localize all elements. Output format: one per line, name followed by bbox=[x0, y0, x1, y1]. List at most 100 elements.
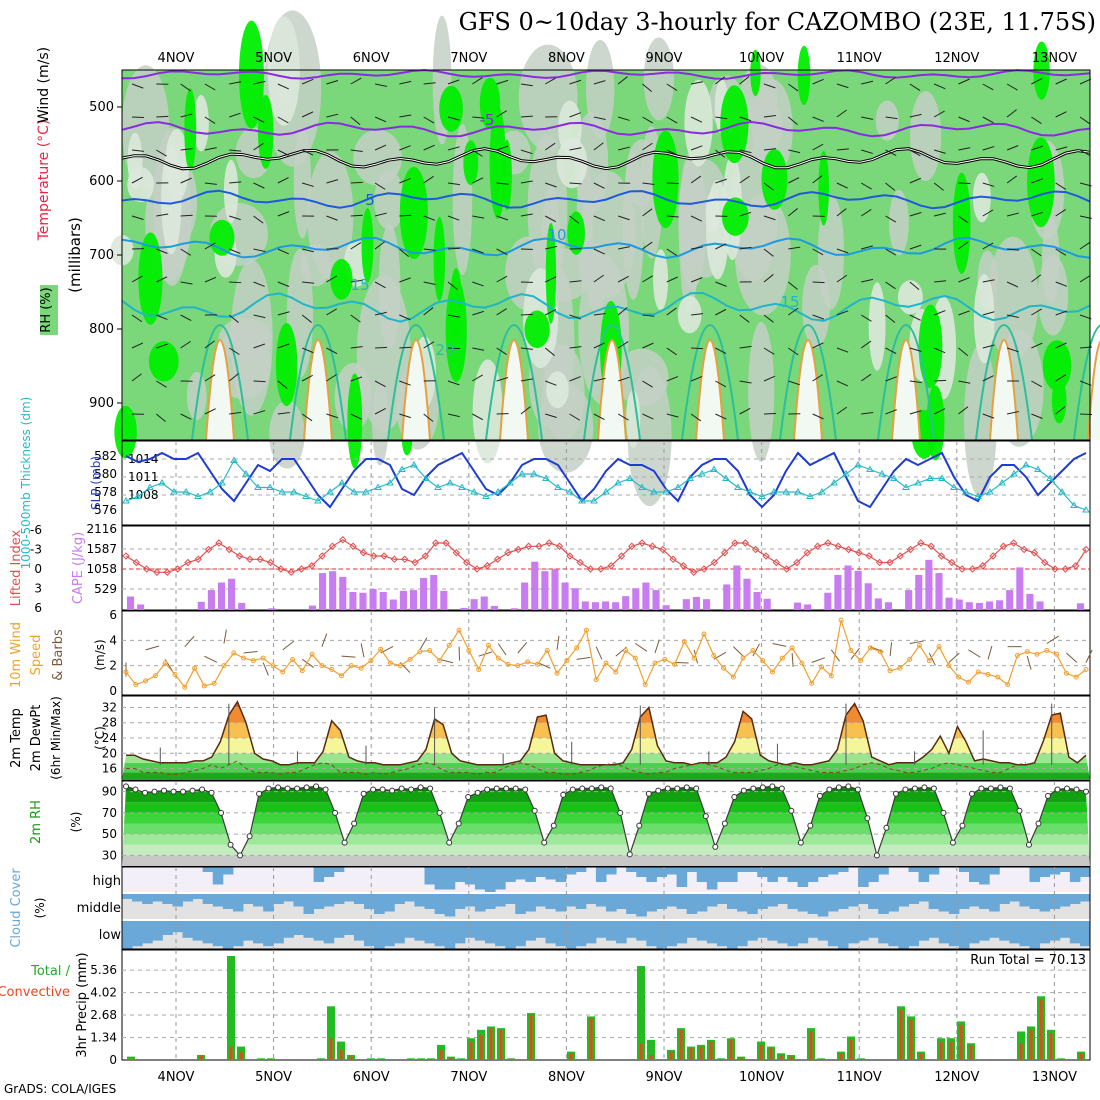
wind-speed-point bbox=[309, 651, 315, 657]
precip-convective-bar bbox=[639, 1043, 643, 1060]
cloud-bar bbox=[545, 867, 557, 880]
wind-barb bbox=[229, 215, 241, 221]
cloud-bar bbox=[666, 921, 678, 947]
cloud-bar bbox=[948, 921, 960, 947]
cloud-bar bbox=[716, 921, 728, 947]
lifted-index-point bbox=[1082, 545, 1090, 554]
wind-barb bbox=[690, 215, 703, 222]
wind-barb-10m bbox=[556, 635, 560, 650]
rh-point bbox=[370, 786, 377, 793]
wind-barb bbox=[593, 116, 606, 120]
wind-barb bbox=[1079, 380, 1092, 386]
wind-barb bbox=[399, 80, 412, 85]
wind-barb bbox=[301, 314, 312, 323]
date-label-bottom: 5NOV bbox=[255, 1070, 292, 1085]
wind-barb bbox=[690, 277, 703, 283]
cloud-bar bbox=[495, 867, 506, 890]
wind-barb bbox=[204, 340, 215, 349]
wind-barb bbox=[958, 347, 969, 357]
wind-speed-point bbox=[290, 656, 296, 662]
thickness-axis-label: 1000-500mb Thickness (dm) bbox=[19, 397, 33, 570]
rh-point bbox=[341, 839, 348, 846]
cloud-bar bbox=[928, 867, 940, 875]
date-label-bottom: 7NOV bbox=[450, 1070, 487, 1085]
cloud-bar bbox=[656, 921, 667, 949]
wind-barb bbox=[885, 215, 897, 223]
wind-barb bbox=[277, 281, 290, 287]
cloud-bar bbox=[172, 894, 183, 907]
wind-barb bbox=[277, 412, 290, 415]
cloud-bar bbox=[979, 921, 990, 941]
precip-convective-bar bbox=[899, 1009, 903, 1060]
precip-convective-bar bbox=[349, 1056, 353, 1060]
y-tick-label: 800 bbox=[89, 322, 114, 337]
rh-point bbox=[208, 789, 215, 796]
wind-barb bbox=[933, 83, 946, 90]
date-label-top: 5NOV bbox=[255, 51, 292, 66]
wind-barb bbox=[301, 347, 314, 354]
wind-barb bbox=[593, 274, 604, 283]
wind-barb bbox=[958, 380, 971, 384]
wind-barb bbox=[1006, 212, 1019, 217]
cape-bar bbox=[996, 600, 1004, 610]
wind-barb bbox=[690, 413, 702, 422]
wind-barb bbox=[812, 78, 824, 85]
wind-barb bbox=[399, 248, 409, 257]
rh-band bbox=[122, 791, 1090, 803]
cloud-bar bbox=[1029, 894, 1041, 909]
rh-moist-region bbox=[148, 341, 179, 382]
thickness-point bbox=[830, 479, 838, 486]
cloud-bar bbox=[938, 921, 950, 944]
cape-bar bbox=[531, 561, 539, 610]
wind-barb bbox=[690, 145, 703, 151]
rh-point bbox=[864, 815, 871, 822]
rh-very-dry-region bbox=[626, 389, 641, 449]
wind-barb bbox=[447, 247, 461, 250]
cloud-bar bbox=[122, 894, 133, 899]
rh-legend-label: RH (%) bbox=[39, 287, 54, 332]
thickness-point bbox=[758, 492, 766, 499]
cloud-bar bbox=[232, 894, 244, 912]
rh-point bbox=[465, 793, 472, 800]
wind-barb bbox=[423, 341, 435, 349]
cape-bar bbox=[723, 584, 731, 610]
wind-barb bbox=[763, 274, 774, 283]
rh-point bbox=[569, 786, 576, 793]
thickness-point bbox=[122, 497, 130, 504]
wind-barb bbox=[1079, 116, 1091, 125]
wind-barb bbox=[934, 379, 947, 382]
cloud-bar bbox=[858, 921, 869, 941]
rh-point bbox=[883, 824, 890, 831]
wind-barb bbox=[229, 112, 241, 118]
rh-point bbox=[607, 785, 614, 792]
rh-very-dry-region bbox=[677, 295, 702, 334]
cloud-bar bbox=[595, 921, 607, 938]
rh-band bbox=[122, 834, 1090, 845]
thickness-point bbox=[206, 488, 214, 495]
wind-barb bbox=[496, 347, 507, 355]
date-label-bottom: 11NOV bbox=[837, 1070, 882, 1085]
thickness-point bbox=[698, 470, 706, 477]
rh-dry-region bbox=[626, 139, 658, 208]
cloud-bar bbox=[444, 921, 456, 949]
wind-barb bbox=[982, 116, 994, 124]
precip-convective-bar bbox=[1019, 1043, 1023, 1060]
cloud-bar bbox=[474, 867, 486, 890]
cloud-bar bbox=[353, 894, 365, 904]
rh-point bbox=[598, 784, 605, 791]
wind-barb bbox=[836, 182, 848, 189]
lifted-index-point bbox=[452, 549, 461, 557]
wind-barb bbox=[423, 281, 436, 286]
thickness-point bbox=[746, 488, 754, 495]
thickness-point bbox=[446, 479, 454, 486]
cape-bar bbox=[692, 596, 700, 610]
rh-point bbox=[740, 787, 747, 794]
wind-barb bbox=[836, 406, 848, 415]
cloud-bar bbox=[989, 921, 1000, 938]
wind-barb bbox=[496, 110, 508, 118]
wind-axis-label-1: 10m Wind bbox=[9, 622, 24, 688]
cloud-bar bbox=[323, 894, 335, 907]
wind-barb bbox=[739, 149, 752, 154]
wind-barb bbox=[1007, 248, 1020, 251]
wind-barb bbox=[642, 83, 653, 93]
